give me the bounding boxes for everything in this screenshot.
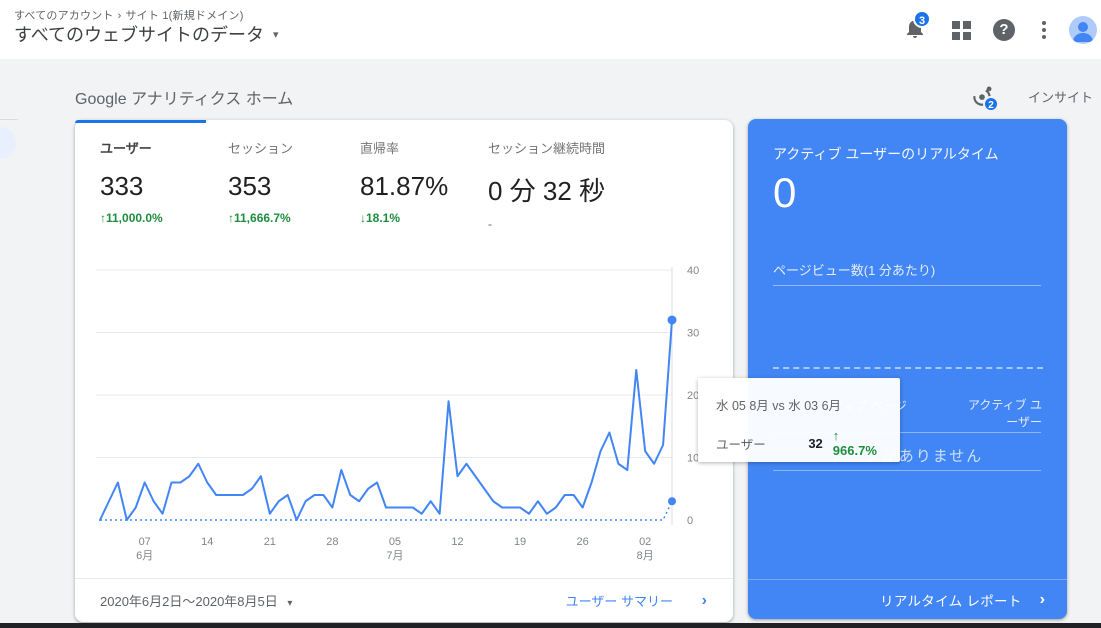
insights-label: インサイト [1028,89,1094,105]
realtime-title: アクティブ ユーザーのリアルタイム [773,146,999,162]
users-summary-link[interactable]: ユーザー サマリー [565,594,673,609]
sidebar-divider [0,119,18,120]
chart-tooltip: 水 05 8月 vs 水 03 6月 ユーザー 32 ↑ 966.7% [698,378,900,462]
pageviews-per-minute-label: ページビュー数(1 分あたり) [773,263,936,278]
breadcrumb: すべてのアカウント › サイト 1(新規ドメイン) [14,7,244,23]
metric-label: ユーザー [100,141,152,156]
divider [773,285,1041,286]
page-title: Google アナリティクス ホーム [75,91,294,108]
svg-text:30: 30 [687,328,699,340]
caret-down-icon: ▾ [287,598,293,609]
metric-tab-session-duration[interactable]: セッション継続時間 0 分 32 秒 - [488,138,668,231]
metric-label: セッション [228,141,294,156]
chevron-right-icon[interactable]: › [701,591,707,609]
dot [1042,35,1046,39]
property-selector[interactable]: すべてのウェブサイトのデータ ▾ [14,21,279,47]
svg-text:21: 21 [264,536,276,548]
grid-square [952,32,960,40]
realtime-report-label: リアルタイム レポート [880,593,1022,609]
active-users-column-header: アクティブ ユーザー [967,398,1042,429]
dot [1042,21,1046,25]
svg-text:02: 02 [639,536,651,548]
user-avatar[interactable] [1069,16,1097,44]
svg-text:6月: 6月 [136,550,153,562]
metric-change: ↓18.1% [360,211,401,225]
divider [773,432,1041,433]
metric-value: 0 分 32 秒 [488,176,606,206]
date-range-text: 2020年6月2日〜2020年8月5日 [100,594,278,609]
sidebar-active-item-highlight[interactable] [0,127,16,159]
tooltip-metric-label: ユーザー [716,437,766,452]
property-title: すべてのウェブサイトのデータ [14,25,265,45]
notification-count-badge: 3 [913,10,931,28]
breadcrumb-separator-icon: › [117,10,122,22]
tooltip-date-comparison: 水 05 8月 vs 水 03 6月 [716,399,842,413]
svg-text:0: 0 [687,515,693,527]
metric-tab-sessions[interactable]: セッション 353 ↑11,666.7% [228,138,353,225]
metric-change: - [488,217,492,231]
insights-count-badge: 2 [983,96,999,112]
apps-grid-icon[interactable] [952,21,971,40]
svg-text:28: 28 [326,536,338,548]
tooltip-metric-value: 32 [808,435,823,451]
active-tab-indicator [75,120,206,123]
divider [748,579,1067,580]
metric-value: 333 [100,171,144,201]
breadcrumb-account[interactable]: すべてのアカウント [14,10,114,22]
more-vertical-icon[interactable] [1038,19,1050,41]
svg-text:8月: 8月 [637,550,654,562]
grid-square [963,32,971,40]
caret-down-icon: ▾ [273,28,279,41]
tooltip-metric-change: ↑ 966.7% [832,428,877,458]
svg-text:19: 19 [514,536,526,548]
bottom-window-edge [0,623,1101,628]
chevron-right-icon: › [1039,590,1045,608]
tooltip-metric-row: ユーザー 32 ↑ 966.7% [716,428,886,458]
dot [1042,28,1046,32]
date-range-selector[interactable]: 2020年6月2日〜2020年8月5日 ▾ [100,591,292,610]
insights-button[interactable]: 2 インサイト [970,84,1094,112]
svg-text:07: 07 [139,536,151,548]
card-footer: 2020年6月2日〜2020年8月5日 ▾ ユーザー サマリー › [75,579,733,622]
metric-label: 直帰率 [360,141,400,156]
metric-tab-bounce-rate[interactable]: 直帰率 81.87% ↓18.1% [360,138,485,225]
metric-value: 353 [228,171,272,201]
help-icon[interactable]: ? [993,19,1015,41]
pageviews-sparkline-baseline [773,367,1043,369]
users-overview-card: ユーザー 333 ↑11,000.0% セッション 353 ↑11,666.7%… [75,120,733,622]
svg-text:14: 14 [201,536,213,548]
grid-square [963,21,971,29]
top-header-bar: すべてのアカウント › サイト 1(新規ドメイン) すべてのウェブサイトのデータ ▾… [0,0,1101,59]
notifications-button[interactable]: 3 [903,10,933,46]
grid-square [952,21,960,29]
svg-text:20: 20 [687,390,699,402]
card-footer-divider [75,578,733,579]
metric-value: 81.87% [360,171,449,201]
realtime-panel: アクティブ ユーザーのリアルタイム 0 ページビュー数(1 分あたり) 上位のア… [748,119,1067,619]
breadcrumb-property[interactable]: サイト 1(新規ドメイン) [125,10,244,22]
metric-change: ↑11,666.7% [228,211,291,225]
realtime-active-users-value: 0 [773,169,797,216]
metric-label: セッション継続時間 [488,141,606,156]
svg-text:12: 12 [451,536,463,548]
divider [773,470,1041,471]
person-icon [1073,22,1093,42]
svg-text:26: 26 [577,536,589,548]
metric-tab-users[interactable]: ユーザー 333 ↑11,000.0% [100,138,225,225]
svg-text:40: 40 [687,265,699,277]
svg-text:10: 10 [687,453,699,465]
users-line-chart[interactable]: 0 10 20 30 40 07 6月 14 21 28 05 7月 12 19 26 02 8月 [95,260,725,565]
metric-change: ↑11,000.0% [100,211,163,225]
realtime-report-link[interactable]: リアルタイム レポート › [748,580,1067,619]
svg-text:05: 05 [389,536,401,548]
svg-text:7月: 7月 [386,550,403,562]
